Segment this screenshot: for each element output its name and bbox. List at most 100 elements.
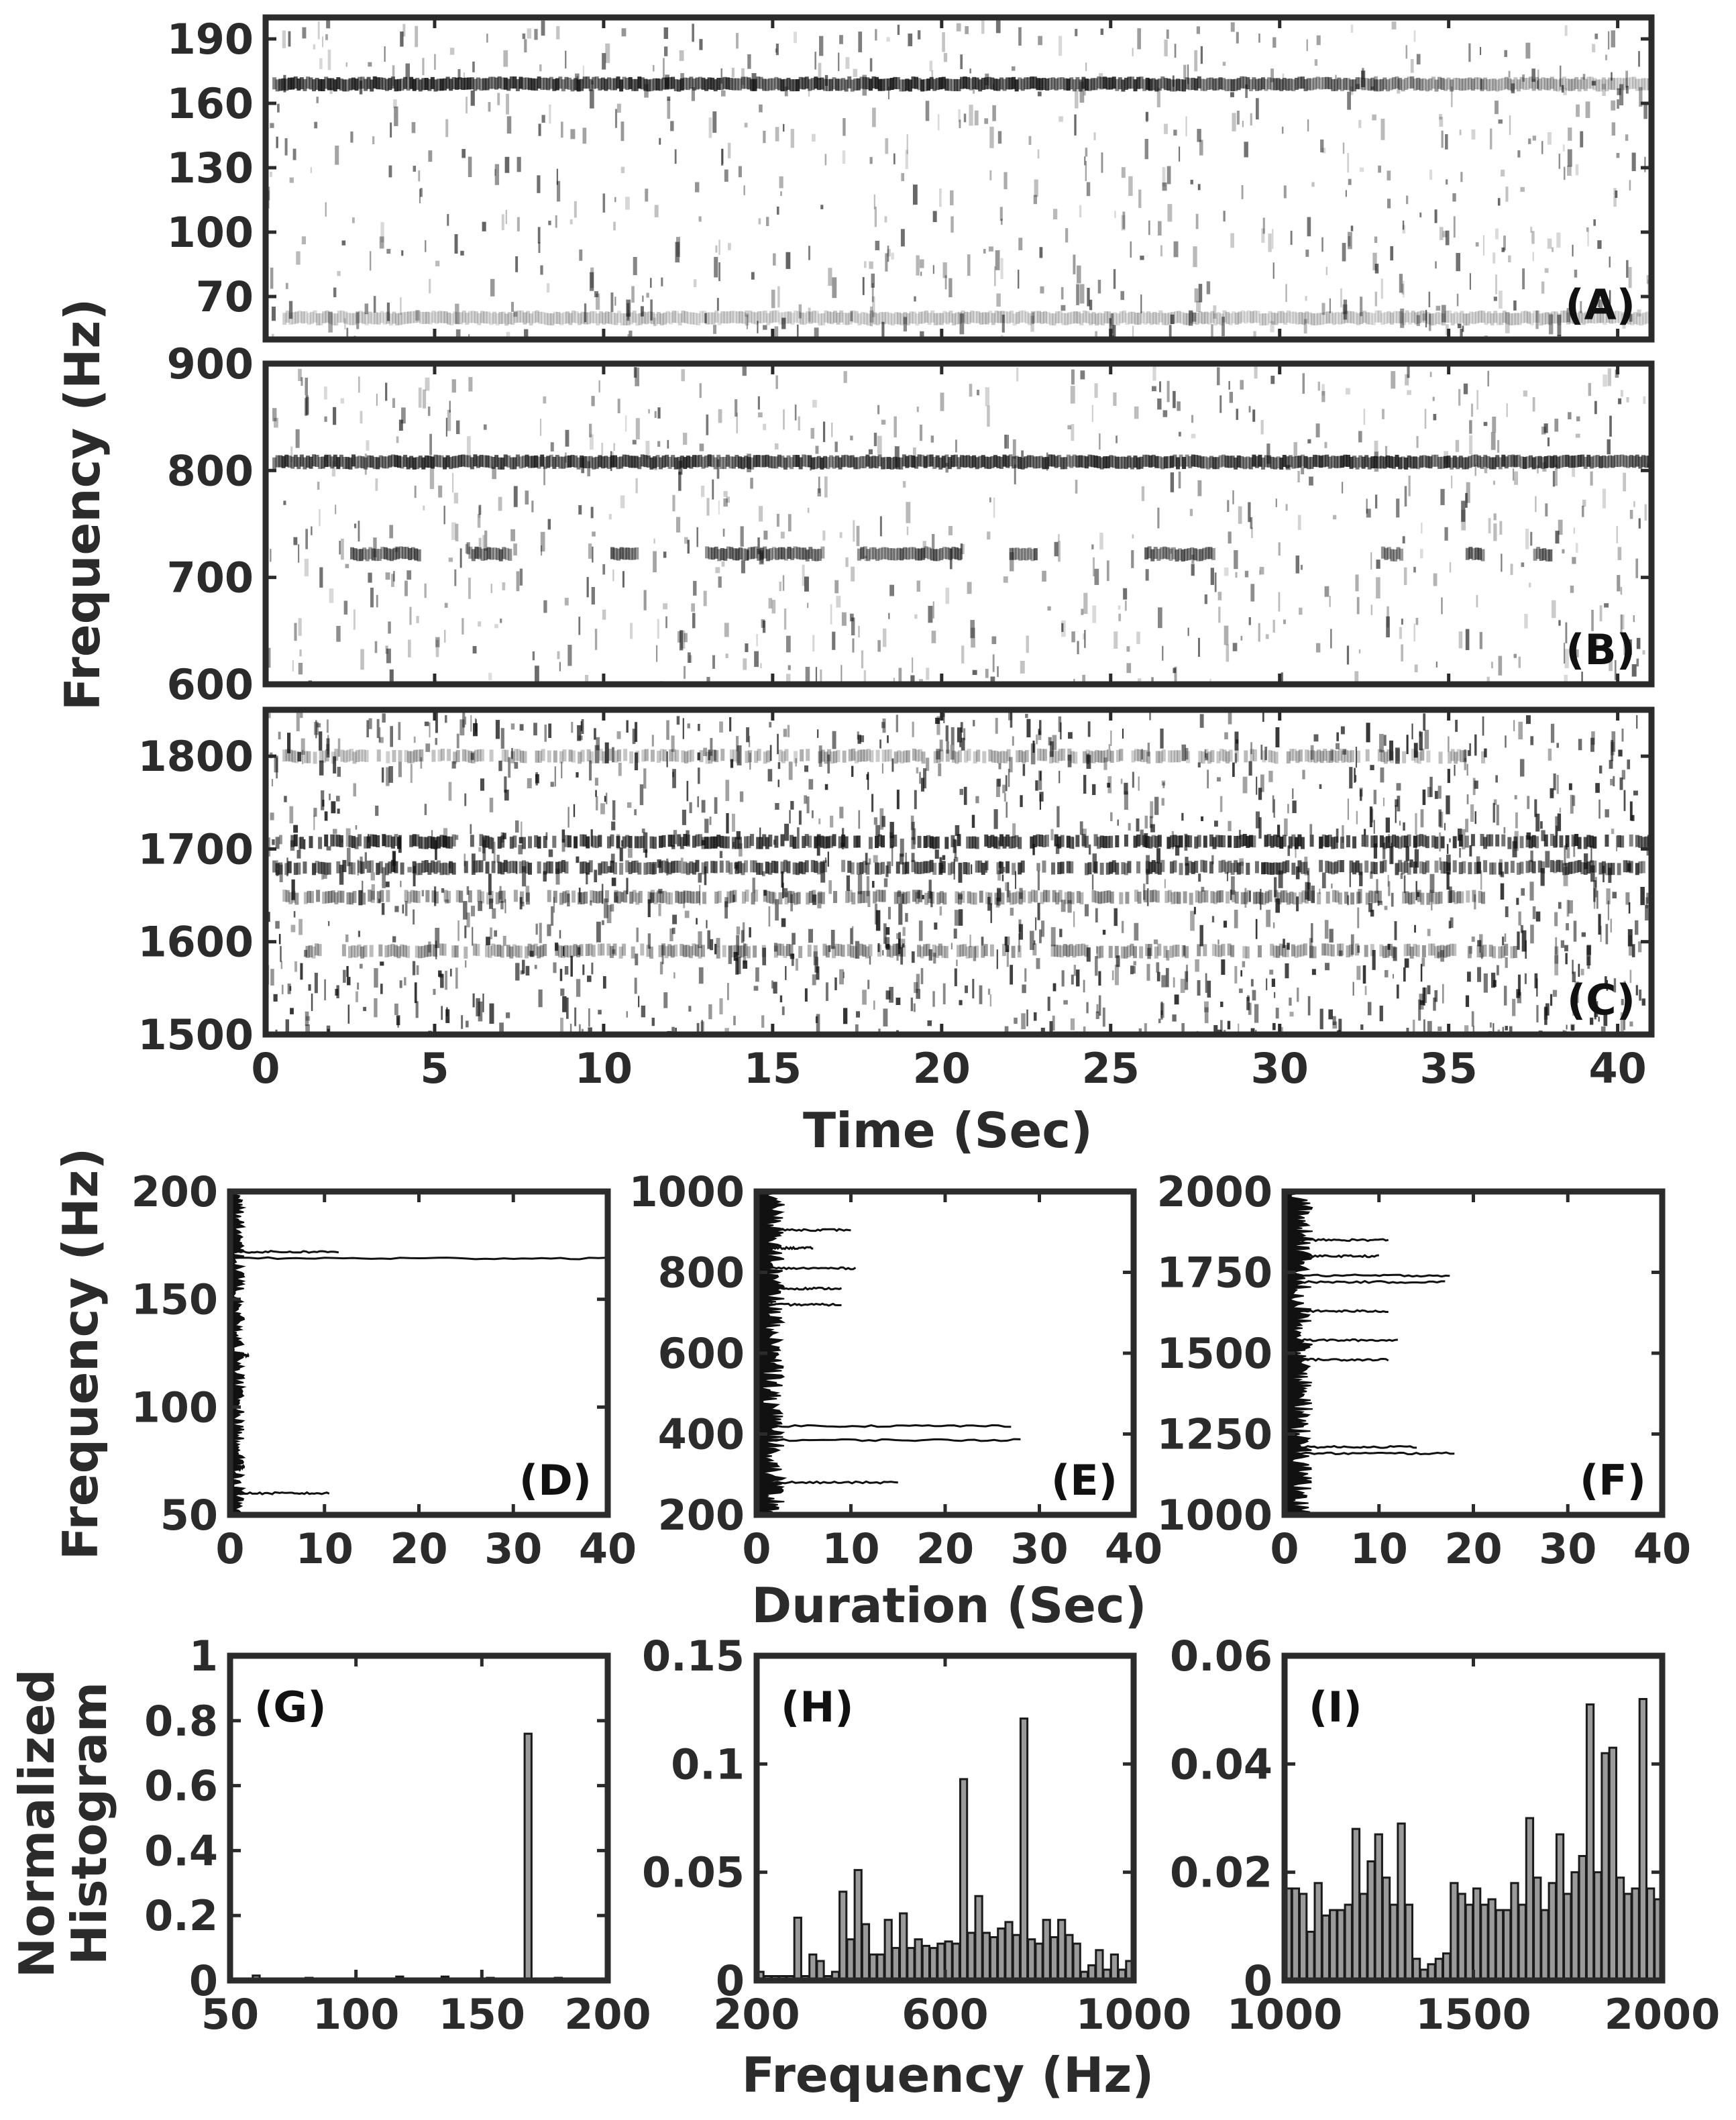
spectrogram-speckle — [916, 973, 920, 990]
spectrogram-track-cell — [1008, 77, 1013, 90]
spectrogram-track-cell — [1407, 76, 1411, 89]
spectrogram-track-cell — [769, 311, 773, 323]
spectrogram-track-cell — [1234, 457, 1238, 470]
spectrogram-track-cell — [1462, 861, 1466, 873]
spectrogram-speckle — [926, 757, 930, 772]
spectrogram-speckle — [386, 648, 391, 664]
spectrogram-track-cell — [1063, 78, 1068, 91]
spectrogram-speckle — [863, 261, 867, 268]
spectrogram-speckle — [1095, 331, 1097, 337]
spectrogram-track-cell — [692, 862, 696, 875]
spectrogram-speckle — [1597, 293, 1600, 308]
spectrogram-track-cell — [1189, 311, 1193, 323]
spectrogram-track-cell — [853, 457, 858, 470]
spectrogram-track-cell — [1260, 862, 1265, 875]
spectrogram-speckle — [1307, 996, 1311, 1016]
spectrogram-track-cell — [881, 457, 885, 470]
spectrogram-track-cell — [745, 313, 749, 326]
spectrogram-speckle — [1472, 1026, 1474, 1035]
spectrogram-track-cell — [1496, 313, 1501, 325]
spectrogram-speckle — [883, 1008, 888, 1027]
spectrogram-speckle — [1151, 677, 1154, 684]
spectrogram-speckle — [1224, 732, 1228, 740]
spectrogram-speckle — [388, 621, 391, 634]
spectrogram-track-cell — [358, 76, 362, 89]
spectrogram-track-cell — [378, 861, 383, 873]
spectrogram-speckle — [1451, 475, 1453, 488]
spectrogram-track-cell — [1607, 455, 1612, 468]
spectrogram-speckle — [721, 561, 725, 567]
spectrogram-speckle — [612, 949, 616, 954]
spectrogram-speckle — [1470, 804, 1474, 823]
spectrogram-track-cell — [796, 455, 800, 468]
spectrogram-speckle — [1422, 789, 1426, 805]
spectrogram-speckle — [1005, 945, 1010, 953]
spectrogram-speckle — [1122, 211, 1126, 229]
spectrogram-track-cell — [814, 76, 818, 89]
spectrogram-speckle — [1527, 796, 1530, 809]
spectrogram-speckle — [1572, 795, 1576, 806]
spectrogram-speckle — [1221, 959, 1226, 975]
spectrogram-track-cell — [856, 862, 861, 875]
spectrogram-track-cell — [1127, 456, 1132, 468]
spectrogram-speckle — [1530, 924, 1534, 944]
spectrogram-track-cell — [1428, 78, 1433, 91]
spectrogram-speckle — [378, 898, 380, 904]
spectrogram-speckle — [1289, 998, 1292, 1006]
spectrogram-track-cell — [403, 454, 408, 467]
spectrogram-track-cell — [351, 77, 356, 90]
spectrogram-speckle — [1629, 1021, 1633, 1027]
spectrogram-speckle — [923, 768, 927, 789]
spectrogram-speckle — [540, 531, 545, 552]
spectrogram-track-cell — [586, 76, 590, 89]
spectrogram-track-cell — [646, 455, 651, 468]
spectrogram-speckle — [824, 154, 827, 166]
spectrogram-speckle — [633, 257, 637, 276]
spectrogram-track-cell — [610, 78, 614, 91]
spectrogram-speckle — [1021, 1013, 1026, 1030]
spectrogram-track-cell — [951, 546, 956, 559]
spectrogram-speckle — [336, 985, 339, 999]
spectrogram-speckle — [635, 478, 638, 494]
spectrogram-speckle — [806, 796, 810, 814]
spectrogram-track-cell — [392, 547, 397, 560]
spectrogram-speckle — [1372, 114, 1376, 121]
spectrogram-track-cell — [970, 310, 975, 323]
spectrogram-speckle — [1083, 592, 1088, 615]
spectrogram-track-cell — [1562, 455, 1566, 468]
spectrogram-speckle — [1601, 1026, 1606, 1035]
spectrogram-speckle — [488, 873, 492, 896]
spectrogram-track-cell — [1093, 78, 1098, 91]
spectrogram-speckle — [855, 941, 860, 959]
spectrogram-track-cell — [941, 456, 946, 468]
spectrogram-speckle — [1138, 1028, 1142, 1035]
spectrogram-speckle — [1427, 786, 1431, 798]
spectrogram-track-cell — [400, 78, 404, 91]
spectrogram-speckle — [486, 34, 488, 43]
spectrogram-track-cell — [640, 836, 645, 849]
spectrogram-speckle — [305, 377, 309, 396]
spectrogram-speckle — [958, 862, 963, 883]
spectrogram-speckle — [1382, 798, 1385, 806]
spectrogram-track-cell — [594, 456, 599, 469]
spectrogram-speckle — [704, 313, 707, 323]
spectrogram-track-cell — [814, 861, 818, 873]
spectrogram-speckle — [954, 840, 957, 858]
spectrogram-speckle — [670, 121, 674, 131]
spectrogram-track-cell — [629, 312, 634, 325]
spectrogram-speckle — [804, 795, 807, 804]
spectrogram-speckle — [1407, 390, 1412, 395]
spectrogram-speckle — [1532, 906, 1536, 919]
spectrogram-track-cell — [1317, 313, 1321, 325]
spectrogram-track-cell — [482, 835, 487, 848]
spectrogram-track-cell — [1571, 78, 1576, 91]
spectrogram-speckle — [916, 580, 920, 592]
spectrogram-track-cell — [1614, 78, 1619, 91]
spectrogram-speckle — [1193, 906, 1196, 914]
spectrogram-speckle — [308, 984, 311, 991]
spectrogram-track-cell — [777, 547, 782, 560]
spectrogram-track-cell — [1215, 457, 1219, 470]
spectrogram-track-cell — [564, 835, 569, 847]
spectrogram-track-cell — [1030, 76, 1034, 89]
spectrogram-speckle — [360, 411, 363, 424]
